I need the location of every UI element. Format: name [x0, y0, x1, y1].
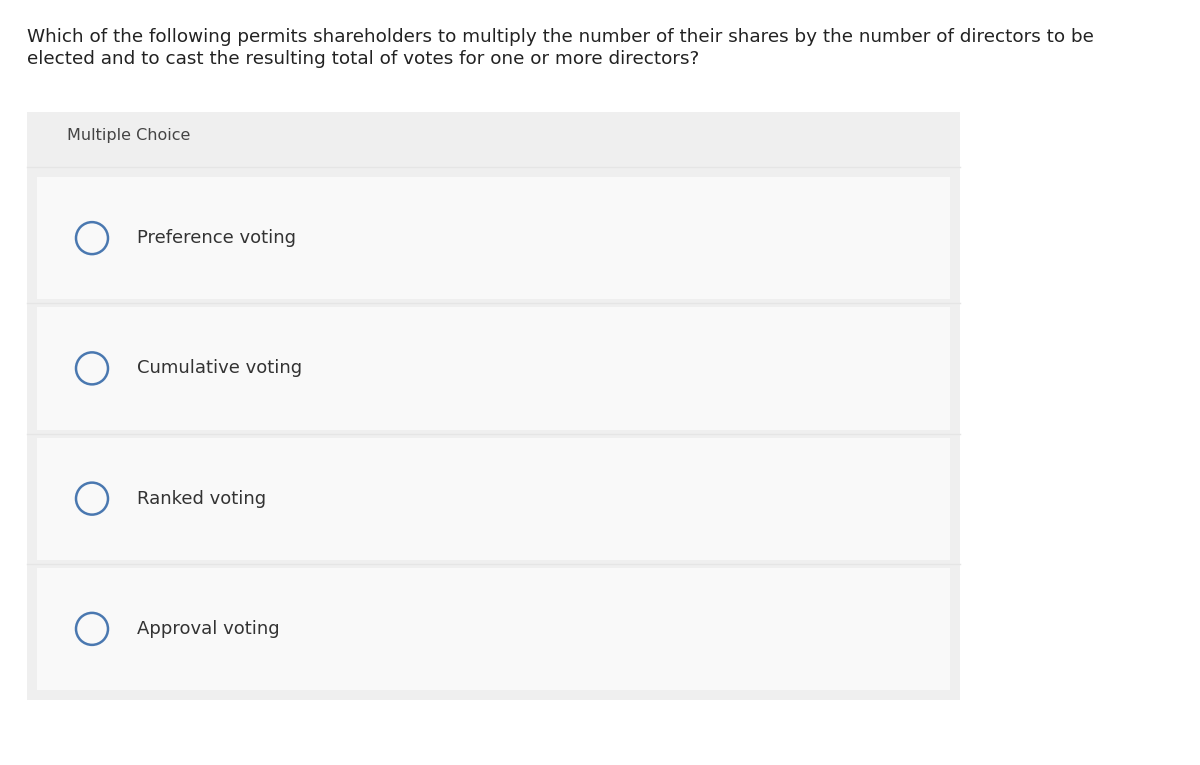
FancyBboxPatch shape: [37, 568, 950, 690]
Text: Multiple Choice: Multiple Choice: [67, 128, 191, 143]
FancyBboxPatch shape: [28, 112, 960, 700]
FancyBboxPatch shape: [37, 438, 950, 560]
Text: Ranked voting: Ranked voting: [137, 490, 266, 508]
Text: Preference voting: Preference voting: [137, 230, 296, 247]
Text: Approval voting: Approval voting: [137, 620, 280, 638]
Text: Cumulative voting: Cumulative voting: [137, 360, 302, 377]
FancyBboxPatch shape: [37, 308, 950, 429]
Text: Which of the following permits shareholders to multiply the number of their shar: Which of the following permits sharehold…: [28, 28, 1094, 46]
Text: elected and to cast the resulting total of votes for one or more directors?: elected and to cast the resulting total …: [28, 50, 700, 68]
FancyBboxPatch shape: [37, 177, 950, 299]
